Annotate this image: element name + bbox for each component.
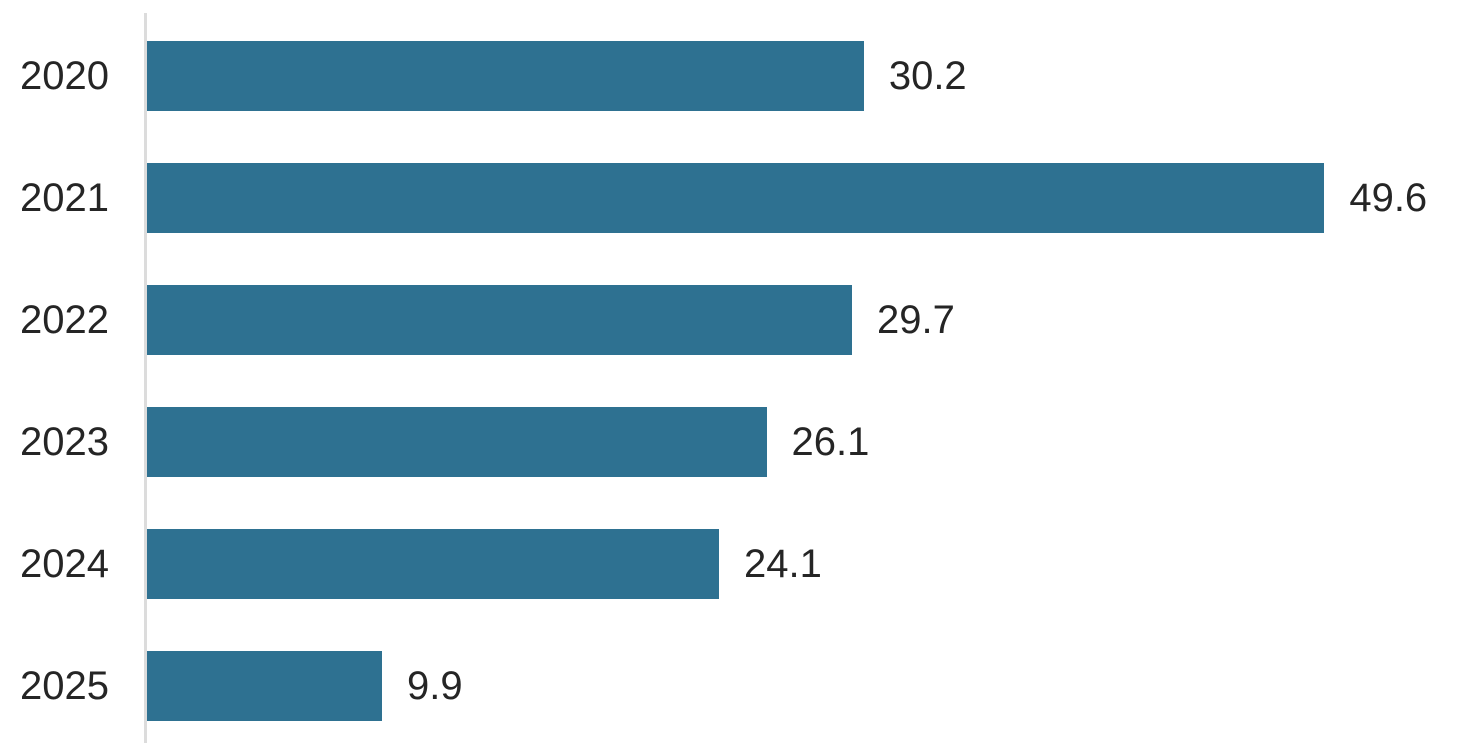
plot-area-2023: 26.1 bbox=[147, 407, 1462, 477]
value-label-2021: 49.6 bbox=[1349, 175, 1428, 220]
chart-rows: 2020 30.2 2021 49.6 2022 29.7 2023 bbox=[0, 41, 1462, 721]
bar-row-2022: 2022 29.7 bbox=[0, 285, 1462, 355]
bar-2023 bbox=[147, 407, 767, 477]
category-label-2022: 2022 bbox=[20, 297, 109, 342]
category-label-2021: 2021 bbox=[20, 175, 109, 220]
bar-row-2023: 2023 26.1 bbox=[0, 407, 1462, 477]
bar-row-2025: 2025 9.9 bbox=[0, 651, 1462, 721]
plot-area-2021: 49.6 bbox=[147, 163, 1462, 233]
bar-row-2020: 2020 30.2 bbox=[0, 41, 1462, 111]
value-label-2023: 26.1 bbox=[791, 419, 870, 464]
bar-2020 bbox=[147, 41, 864, 111]
category-label-2020: 2020 bbox=[20, 53, 109, 98]
plot-area-2025: 9.9 bbox=[147, 651, 1462, 721]
value-label-2022: 29.7 bbox=[876, 297, 955, 342]
category-label-2023: 2023 bbox=[20, 419, 109, 464]
bar-2025 bbox=[147, 651, 382, 721]
bar-2024 bbox=[147, 529, 720, 599]
bar-2021 bbox=[147, 163, 1325, 233]
bar-2022 bbox=[147, 285, 852, 355]
value-label-2020: 30.2 bbox=[888, 53, 967, 98]
category-label-2025: 2025 bbox=[20, 663, 109, 708]
bar-row-2021: 2021 49.6 bbox=[0, 163, 1462, 233]
plot-area-2022: 29.7 bbox=[147, 285, 1462, 355]
value-label-2025: 9.9 bbox=[406, 663, 463, 708]
plot-area-2024: 24.1 bbox=[147, 529, 1462, 599]
y-axis-line bbox=[144, 13, 147, 743]
plot-area-2020: 30.2 bbox=[147, 41, 1462, 111]
category-label-2024: 2024 bbox=[20, 541, 109, 586]
bar-row-2024: 2024 24.1 bbox=[0, 529, 1462, 599]
value-label-2024: 24.1 bbox=[744, 541, 822, 586]
